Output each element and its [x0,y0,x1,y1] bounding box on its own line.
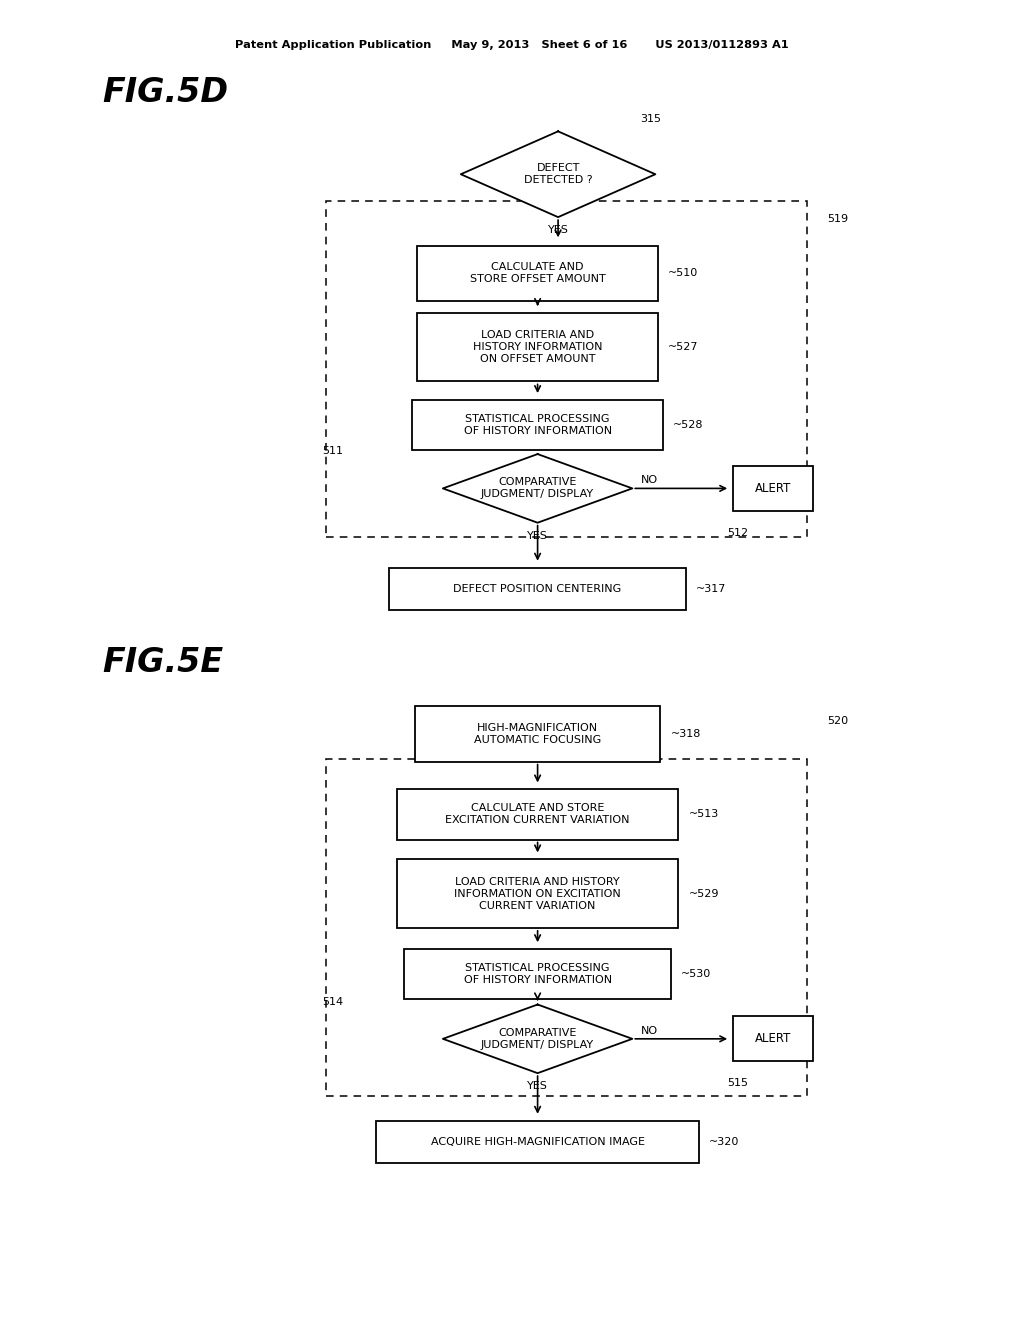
Text: YES: YES [527,531,548,541]
Text: 315: 315 [640,114,662,124]
Text: ~510: ~510 [669,268,698,279]
Text: COMPARATIVE
JUDGMENT/ DISPLAY: COMPARATIVE JUDGMENT/ DISPLAY [481,1028,594,1049]
Text: ~530: ~530 [681,969,712,979]
FancyBboxPatch shape [377,1121,699,1163]
Text: ~527: ~527 [669,342,698,352]
Text: 514: 514 [323,997,344,1007]
Text: YES: YES [548,224,568,235]
Text: DEFECT
DETECTED ?: DEFECT DETECTED ? [523,164,593,185]
Text: ~317: ~317 [696,583,727,594]
Text: 520: 520 [827,715,849,726]
Text: FIG.5D: FIG.5D [102,75,228,108]
Text: DEFECT POSITION CENTERING: DEFECT POSITION CENTERING [454,583,622,594]
FancyBboxPatch shape [389,568,686,610]
FancyBboxPatch shape [404,949,671,999]
Text: NO: NO [641,475,657,486]
Text: ~320: ~320 [709,1137,739,1147]
FancyBboxPatch shape [418,313,658,381]
FancyBboxPatch shape [397,789,679,840]
Text: HIGH-MAGNIFICATION
AUTOMATIC FOCUSING: HIGH-MAGNIFICATION AUTOMATIC FOCUSING [474,723,601,744]
Text: ALERT: ALERT [755,1032,792,1045]
Polygon shape [461,132,655,216]
Text: ALERT: ALERT [755,482,792,495]
Text: ACQUIRE HIGH-MAGNIFICATION IMAGE: ACQUIRE HIGH-MAGNIFICATION IMAGE [431,1137,644,1147]
FancyBboxPatch shape [412,400,664,450]
Polygon shape [442,1005,633,1073]
Text: 511: 511 [323,446,344,457]
FancyBboxPatch shape [733,466,813,511]
Polygon shape [442,454,633,523]
Text: 519: 519 [827,214,849,224]
Text: ~528: ~528 [674,420,703,430]
Text: YES: YES [527,1081,548,1092]
Text: 512: 512 [727,528,748,539]
Text: Patent Application Publication     May 9, 2013   Sheet 6 of 16       US 2013/011: Patent Application Publication May 9, 20… [236,40,788,50]
FancyBboxPatch shape [397,859,679,928]
Text: CALCULATE AND STORE
EXCITATION CURRENT VARIATION: CALCULATE AND STORE EXCITATION CURRENT V… [445,804,630,825]
Text: FIG.5E: FIG.5E [102,645,223,678]
FancyBboxPatch shape [415,706,660,762]
FancyBboxPatch shape [418,246,658,301]
Text: LOAD CRITERIA AND
HISTORY INFORMATION
ON OFFSET AMOUNT: LOAD CRITERIA AND HISTORY INFORMATION ON… [473,330,602,364]
Text: CALCULATE AND
STORE OFFSET AMOUNT: CALCULATE AND STORE OFFSET AMOUNT [470,263,605,284]
Text: LOAD CRITERIA AND HISTORY
INFORMATION ON EXCITATION
CURRENT VARIATION: LOAD CRITERIA AND HISTORY INFORMATION ON… [455,876,621,911]
Text: 515: 515 [727,1078,748,1089]
Text: STATISTICAL PROCESSING
OF HISTORY INFORMATION: STATISTICAL PROCESSING OF HISTORY INFORM… [464,964,611,985]
Text: ~318: ~318 [671,729,701,739]
Text: NO: NO [641,1026,657,1036]
FancyBboxPatch shape [733,1016,813,1061]
Text: COMPARATIVE
JUDGMENT/ DISPLAY: COMPARATIVE JUDGMENT/ DISPLAY [481,478,594,499]
Text: ~513: ~513 [689,809,719,820]
Text: ~529: ~529 [689,888,719,899]
Text: STATISTICAL PROCESSING
OF HISTORY INFORMATION: STATISTICAL PROCESSING OF HISTORY INFORM… [464,414,611,436]
